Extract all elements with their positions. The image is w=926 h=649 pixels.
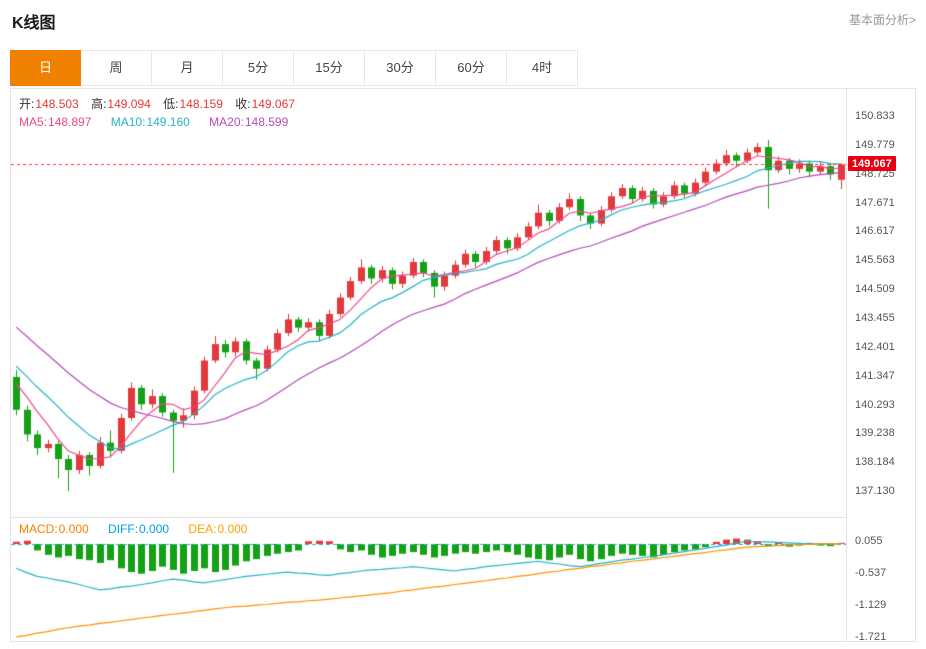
close-label: 收: (235, 97, 251, 111)
high-label: 高: (91, 97, 107, 111)
price-axis-tick: 144.509 (855, 283, 895, 296)
diff-label: DIFF: (108, 522, 139, 536)
low-value: 148.159 (179, 97, 223, 111)
open-label: 开: (19, 97, 35, 111)
low-label: 低: (163, 97, 179, 111)
macd-label: MACD: (19, 522, 58, 536)
price-axis-tick: 146.617 (855, 225, 895, 238)
close-value: 149.067 (251, 97, 295, 111)
ma20-value: 148.599 (244, 115, 289, 129)
candlestick-chart-canvas[interactable] (11, 89, 846, 517)
period-tab-60分[interactable]: 60分 (436, 50, 507, 86)
candlestick-pane: 开:148.503 高:149.094 低:148.159 收:149.067 … (11, 89, 847, 518)
ma5-value: 148.897 (48, 115, 92, 129)
ohlc-readout: 开:148.503 高:149.094 低:148.159 收:149.067 (19, 95, 295, 112)
macd-axis-tick: -1.129 (855, 599, 887, 611)
dea-value: 0.000 (217, 522, 248, 536)
price-axis-tick: 150.833 (855, 110, 895, 122)
period-tab-5分[interactable]: 5分 (223, 50, 294, 86)
price-axis-tick: 141.347 (855, 369, 895, 382)
price-axis: 150.833 149.779 148.725 147.671 146.617 145.5… (848, 89, 916, 518)
ma-readout: MA5:148.897 MA10:149.160 MA20:148.599 (19, 115, 288, 129)
period-tab-周[interactable]: 周 (81, 50, 152, 86)
page-title: K线图 (12, 15, 56, 32)
price-axis-tick: 139.238 (855, 427, 895, 440)
price-axis-tick: 138.184 (855, 456, 895, 469)
period-tab-4时[interactable]: 4时 (507, 50, 578, 86)
period-tab-30分[interactable]: 30分 (365, 50, 436, 86)
macd-chart-canvas[interactable] (11, 518, 846, 641)
open-value: 148.503 (35, 97, 79, 111)
macd-axis-tick: -1.721 (855, 631, 887, 643)
price-axis-tick: 140.293 (855, 398, 895, 411)
period-tabs: 日周月 5分 15分 30分 60分 4时 (10, 50, 578, 86)
price-axis-tick: 142.401 (855, 340, 895, 353)
price-axis-tick: 145.563 (855, 254, 895, 267)
ma10-value: 149.160 (146, 115, 190, 129)
ma5-label: MA5: (19, 115, 48, 129)
fundamental-analysis-link[interactable]: 基本面分析> (848, 13, 916, 27)
high-value: 149.094 (107, 97, 151, 111)
ma20-label: MA20: (209, 115, 244, 129)
period-tab-日[interactable]: 日 (10, 50, 81, 86)
chart-widget: 开:148.503 高:149.094 低:148.159 收:149.067 … (10, 88, 916, 643)
macd-pane: MACD:0.000 DIFF:0.000 DEA:0.000 (11, 518, 847, 641)
macd-value: 0.000 (58, 522, 89, 536)
dea-label: DEA: (188, 522, 217, 536)
price-axis-tick: 147.671 (855, 196, 895, 209)
macd-axis: 0.055 -0.537 -1.129 -1.721 (848, 518, 916, 643)
macd-axis-tick: -0.537 (855, 567, 887, 579)
period-tab-月[interactable]: 月 (152, 50, 223, 86)
price-axis-tick: 137.130 (855, 485, 895, 498)
current-price-tag: 149.067 (848, 156, 896, 172)
macd-axis-tick: 0.055 (855, 535, 883, 547)
period-tab-15分[interactable]: 15分 (294, 50, 365, 86)
ma10-label: MA10: (110, 115, 146, 129)
price-axis-tick: 143.455 (855, 311, 895, 324)
macd-readout: MACD:0.000 DIFF:0.000 DEA:0.000 (19, 522, 247, 536)
price-axis-tick: 149.779 (855, 138, 895, 151)
diff-value: 0.000 (139, 522, 170, 536)
